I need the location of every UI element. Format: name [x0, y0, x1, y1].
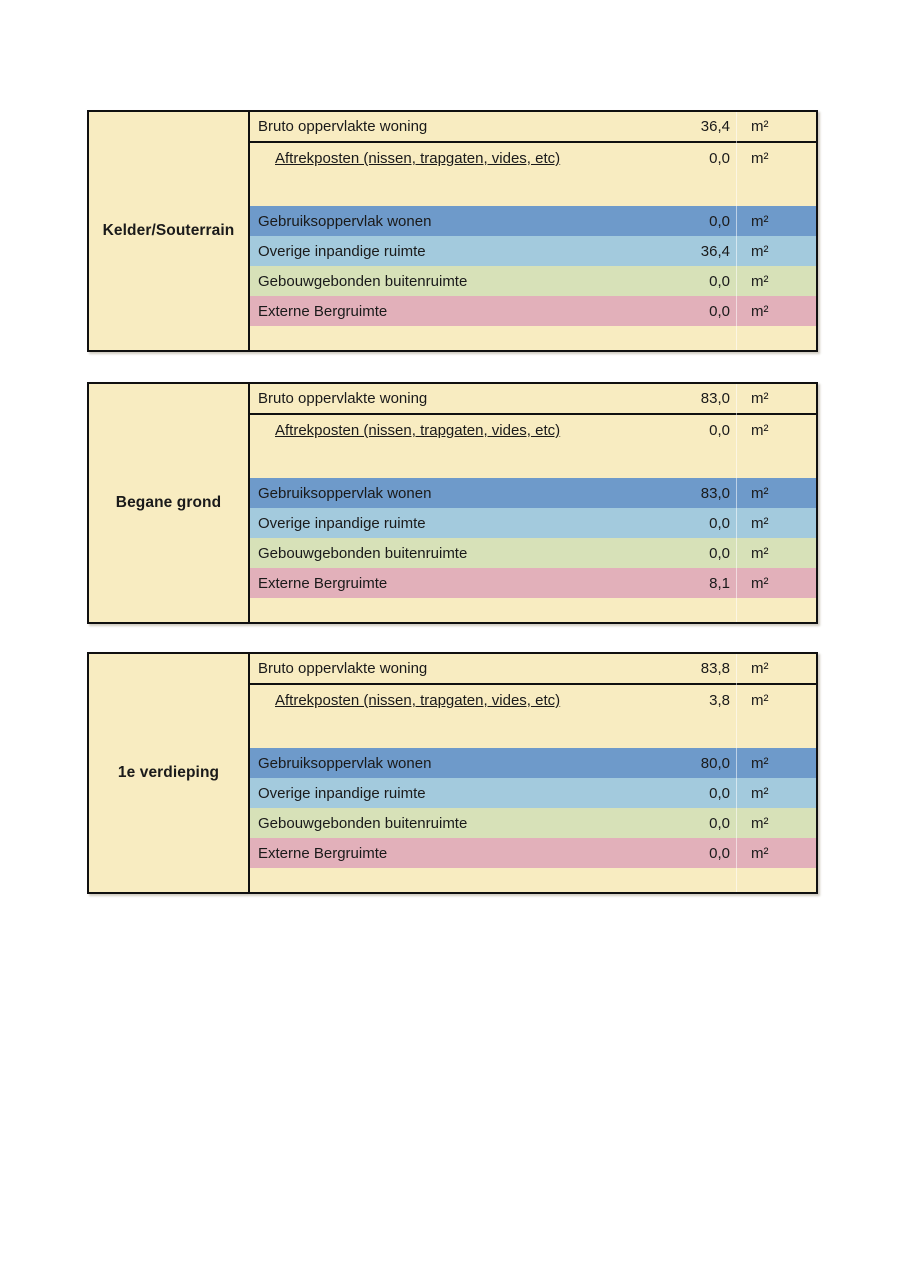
- row-externe-bergruimte: Externe Bergruimte 0,0 m²: [250, 296, 816, 326]
- row-gebouwgebonden-buitenruimte: Gebouwgebonden buitenruimte 0,0 m²: [250, 538, 816, 568]
- row-value: 80,0: [700, 754, 730, 772]
- row-unit: m²: [751, 272, 769, 290]
- row-value: 36,4: [700, 118, 730, 135]
- row-label: Bruto oppervlakte woning: [258, 119, 428, 134]
- spacer: [250, 716, 816, 748]
- row-value: 0,0: [709, 814, 730, 832]
- floor-label-cell: Begane grond: [89, 384, 250, 622]
- row-bruto-oppervlakte: Bruto oppervlakte woning 83,0 m²: [250, 384, 816, 415]
- row-unit: m²: [751, 544, 769, 562]
- row-gebruiksoppervlak: Gebruiksoppervlak wonen 0,0 m²: [250, 206, 816, 236]
- row-label: Externe Bergruimte: [258, 575, 388, 591]
- row-value: 0,0: [709, 544, 730, 562]
- floor-name: Begane grond: [115, 494, 222, 511]
- row-label: Gebouwgebonden buitenruimte: [258, 273, 468, 289]
- row-aftrekposten: Aftrekposten (nissen, trapgaten, vides, …: [250, 143, 816, 174]
- row-externe-bergruimte: Externe Bergruimte 0,0 m²: [250, 838, 816, 868]
- row-value: 0,0: [709, 272, 730, 290]
- floor-table-1e-verdieping: 1e verdieping Bruto oppervlakte woning 8…: [87, 652, 818, 894]
- row-label: Bruto oppervlakte woning: [258, 661, 428, 676]
- row-overige-inpandige-ruimte: Overige inpandige ruimte 0,0 m²: [250, 508, 816, 538]
- row-label: Aftrekposten (nissen, trapgaten, vides, …: [275, 151, 561, 166]
- row-overige-inpandige-ruimte: Overige inpandige ruimte 0,0 m²: [250, 778, 816, 808]
- spacer: [250, 446, 816, 478]
- row-unit: m²: [751, 514, 769, 532]
- row-gebouwgebonden-buitenruimte: Gebouwgebonden buitenruimte 0,0 m²: [250, 266, 816, 296]
- floor-table-kelder: Kelder/Souterrain Bruto oppervlakte woni…: [87, 110, 818, 352]
- floor-rows: Bruto oppervlakte woning 83,8 m² Aftrekp…: [250, 654, 816, 892]
- row-aftrekposten: Aftrekposten (nissen, trapgaten, vides, …: [250, 415, 816, 446]
- row-unit: m²: [751, 784, 769, 802]
- row-value: 0,0: [709, 422, 730, 439]
- row-value: 83,8: [700, 660, 730, 677]
- row-gebruiksoppervlak: Gebruiksoppervlak wonen 80,0 m²: [250, 748, 816, 778]
- floor-rows: Bruto oppervlakte woning 83,0 m² Aftrekp…: [250, 384, 816, 622]
- row-label: Overige inpandige ruimte: [258, 515, 426, 531]
- row-value: 36,4: [700, 242, 730, 260]
- row-gebruiksoppervlak: Gebruiksoppervlak wonen 83,0 m²: [250, 478, 816, 508]
- row-aftrekposten: Aftrekposten (nissen, trapgaten, vides, …: [250, 685, 816, 716]
- row-label: Overige inpandige ruimte: [258, 785, 426, 801]
- row-unit: m²: [751, 844, 769, 862]
- floor-rows: Bruto oppervlakte woning 36,4 m² Aftrekp…: [250, 112, 816, 350]
- floor-name: Kelder/Souterrain: [102, 222, 235, 239]
- row-unit: m²: [751, 660, 769, 677]
- row-label: Gebouwgebonden buitenruimte: [258, 815, 468, 831]
- row-unit: m²: [751, 814, 769, 832]
- floor-name: 1e verdieping: [117, 764, 220, 781]
- row-unit: m²: [751, 212, 769, 230]
- floor-table-begane-grond: Begane grond Bruto oppervlakte woning 83…: [87, 382, 818, 624]
- row-bruto-oppervlakte: Bruto oppervlakte woning 36,4 m²: [250, 112, 816, 143]
- row-unit: m²: [751, 574, 769, 592]
- spacer: [250, 868, 816, 892]
- row-unit: m²: [751, 302, 769, 320]
- floor-label-cell: 1e verdieping: [89, 654, 250, 892]
- row-label: Externe Bergruimte: [258, 845, 388, 861]
- row-unit: m²: [751, 390, 769, 407]
- row-value: 0,0: [709, 784, 730, 802]
- row-value: 0,0: [709, 212, 730, 230]
- row-bruto-oppervlakte: Bruto oppervlakte woning 83,8 m²: [250, 654, 816, 685]
- row-value: 0,0: [709, 844, 730, 862]
- spacer: [250, 598, 816, 622]
- row-label: Gebouwgebonden buitenruimte: [258, 545, 468, 561]
- row-value: 0,0: [709, 514, 730, 532]
- row-value: 0,0: [709, 150, 730, 167]
- row-unit: m²: [751, 242, 769, 260]
- row-value: 83,0: [700, 484, 730, 502]
- row-label: Bruto oppervlakte woning: [258, 391, 428, 406]
- row-value: 3,8: [709, 692, 730, 709]
- row-label: Gebruiksoppervlak wonen: [258, 485, 432, 501]
- row-overige-inpandige-ruimte: Overige inpandige ruimte 36,4 m²: [250, 236, 816, 266]
- row-unit: m²: [751, 692, 769, 709]
- row-unit: m²: [751, 484, 769, 502]
- spacer: [250, 326, 816, 350]
- row-value: 83,0: [700, 390, 730, 407]
- spacer: [250, 174, 816, 206]
- floor-label-cell: Kelder/Souterrain: [89, 112, 250, 350]
- row-label: Aftrekposten (nissen, trapgaten, vides, …: [275, 423, 561, 438]
- row-unit: m²: [751, 754, 769, 772]
- row-value: 0,0: [709, 302, 730, 320]
- row-unit: m²: [751, 118, 769, 135]
- row-unit: m²: [751, 422, 769, 439]
- row-label: Gebruiksoppervlak wonen: [258, 213, 432, 229]
- row-externe-bergruimte: Externe Bergruimte 8,1 m²: [250, 568, 816, 598]
- row-unit: m²: [751, 150, 769, 167]
- row-label: Overige inpandige ruimte: [258, 243, 426, 259]
- row-label: Gebruiksoppervlak wonen: [258, 755, 432, 771]
- row-value: 8,1: [709, 574, 730, 592]
- row-label: Aftrekposten (nissen, trapgaten, vides, …: [275, 693, 561, 708]
- row-gebouwgebonden-buitenruimte: Gebouwgebonden buitenruimte 0,0 m²: [250, 808, 816, 838]
- row-label: Externe Bergruimte: [258, 303, 388, 319]
